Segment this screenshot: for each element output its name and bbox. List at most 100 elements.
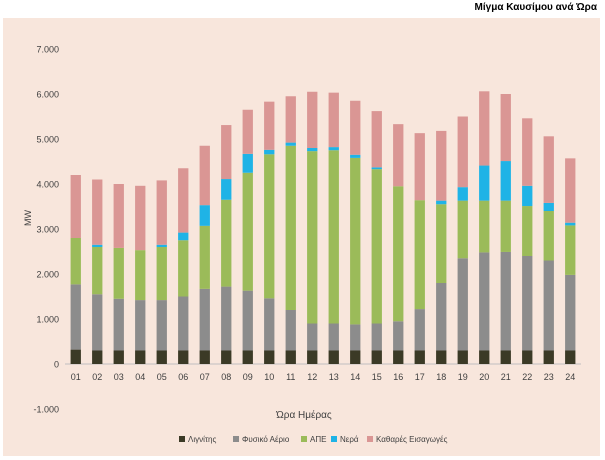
bar-segment	[221, 199, 232, 287]
bar-segment	[70, 349, 81, 364]
bar-segment	[565, 274, 576, 351]
bar-segment	[328, 147, 339, 151]
bar-segment	[135, 185, 146, 251]
bar-segment	[135, 250, 146, 301]
y-tick-label: 6.000	[36, 90, 59, 100]
bar-segment	[522, 206, 533, 256]
bar-segment	[371, 111, 382, 168]
bar-segment	[393, 186, 404, 322]
x-tick-label: 18	[436, 372, 446, 382]
bar-segment	[371, 350, 382, 364]
bar-segment	[522, 256, 533, 351]
y-tick-label: 3.000	[36, 225, 59, 235]
x-tick-label: 12	[307, 372, 317, 382]
bar-segment	[307, 148, 318, 152]
bar-segment	[285, 350, 296, 364]
bar-segment	[328, 92, 339, 148]
bar-segment	[285, 145, 296, 310]
bar-segment	[70, 175, 81, 238]
bar-segment	[479, 165, 490, 201]
bar-segment	[543, 136, 554, 203]
bar-segment	[457, 116, 468, 188]
bar-segment	[457, 187, 468, 201]
x-tick-label: 09	[243, 372, 253, 382]
y-tick-label: -1.000	[33, 405, 59, 415]
bar-segment	[178, 232, 189, 241]
bar-segment	[156, 180, 167, 245]
x-tick-label: 13	[329, 372, 339, 382]
x-tick-label: 19	[458, 372, 468, 382]
bar-segment	[199, 145, 210, 206]
bar-segment	[92, 244, 103, 247]
bar-segment	[565, 225, 576, 275]
bar-segment	[178, 240, 189, 297]
y-tick-label: 2.000	[36, 270, 59, 280]
bar-segment	[479, 350, 490, 364]
bar-segment	[199, 350, 210, 364]
bar-segment	[522, 118, 533, 186]
legend-swatch	[331, 436, 337, 442]
bar-segment	[522, 185, 533, 207]
bar-segment	[522, 350, 533, 364]
bar-segment	[436, 200, 447, 205]
legend-swatch	[233, 436, 239, 442]
x-tick-label: 01	[71, 372, 81, 382]
bar-segment	[242, 153, 253, 173]
bar-segment	[242, 172, 253, 291]
bar-segment	[457, 258, 468, 351]
bar-segment	[393, 124, 404, 187]
bar-segment	[350, 324, 361, 351]
bar-segment	[70, 284, 81, 350]
x-tick-label: 15	[372, 372, 382, 382]
bar-segment	[307, 91, 318, 148]
legend-swatch	[367, 436, 373, 442]
bar-segment	[92, 350, 103, 364]
legend-label: Καθαρές Εισαγωγές	[376, 435, 448, 444]
bar-segment	[328, 323, 339, 351]
bar-segment	[543, 350, 554, 364]
x-axis-title: Ώρα Ημέρας	[275, 409, 332, 421]
x-tick-label: 03	[114, 372, 124, 382]
bar-segment	[436, 204, 447, 283]
bar-segment	[500, 94, 511, 162]
bar-segment	[156, 247, 167, 301]
bar-segment	[264, 350, 275, 364]
bar-segment	[543, 202, 554, 211]
bar-segment	[479, 200, 490, 253]
bar-segment	[221, 125, 232, 180]
bar-segment	[199, 205, 210, 226]
legend-swatch	[301, 436, 307, 442]
bar-segment	[457, 200, 468, 259]
bar-segment	[436, 283, 447, 351]
x-tick-label: 20	[479, 372, 489, 382]
y-tick-label: 7.000	[36, 45, 59, 55]
x-tick-label: 06	[178, 372, 188, 382]
bar-segment	[500, 251, 511, 351]
bar-segment	[135, 300, 146, 351]
bar-segment	[393, 321, 404, 351]
bar-segment	[328, 350, 339, 364]
y-tick-label: 0	[54, 360, 59, 370]
bar-segment	[221, 179, 232, 200]
bar-segment	[543, 211, 554, 261]
chart-title: Μίγμα Καυσίμου ανά Ώρα	[474, 2, 597, 13]
bar-segment	[479, 252, 490, 351]
x-tick-label: 17	[415, 372, 425, 382]
bar-segment	[350, 154, 361, 158]
bar-segment	[500, 200, 511, 252]
bar-segment	[565, 222, 576, 226]
bar-segment	[92, 294, 103, 351]
bar-segment	[113, 247, 124, 299]
bar-segment	[178, 296, 189, 351]
x-tick-label: 22	[522, 372, 532, 382]
bar-segment	[135, 350, 146, 364]
bar-segment	[92, 179, 103, 245]
bar-segment	[264, 149, 275, 155]
bar-segment	[113, 298, 124, 351]
chart-panel: -1.000 0 1.000 2.000 3.000 4.000 5.000 6.000 7.0…	[3, 18, 600, 456]
bar-segment	[285, 96, 296, 143]
bar-segment	[371, 167, 382, 170]
y-tick-label: 1.000	[36, 315, 59, 325]
bar-segment	[565, 350, 576, 364]
bar-segment	[350, 157, 361, 325]
